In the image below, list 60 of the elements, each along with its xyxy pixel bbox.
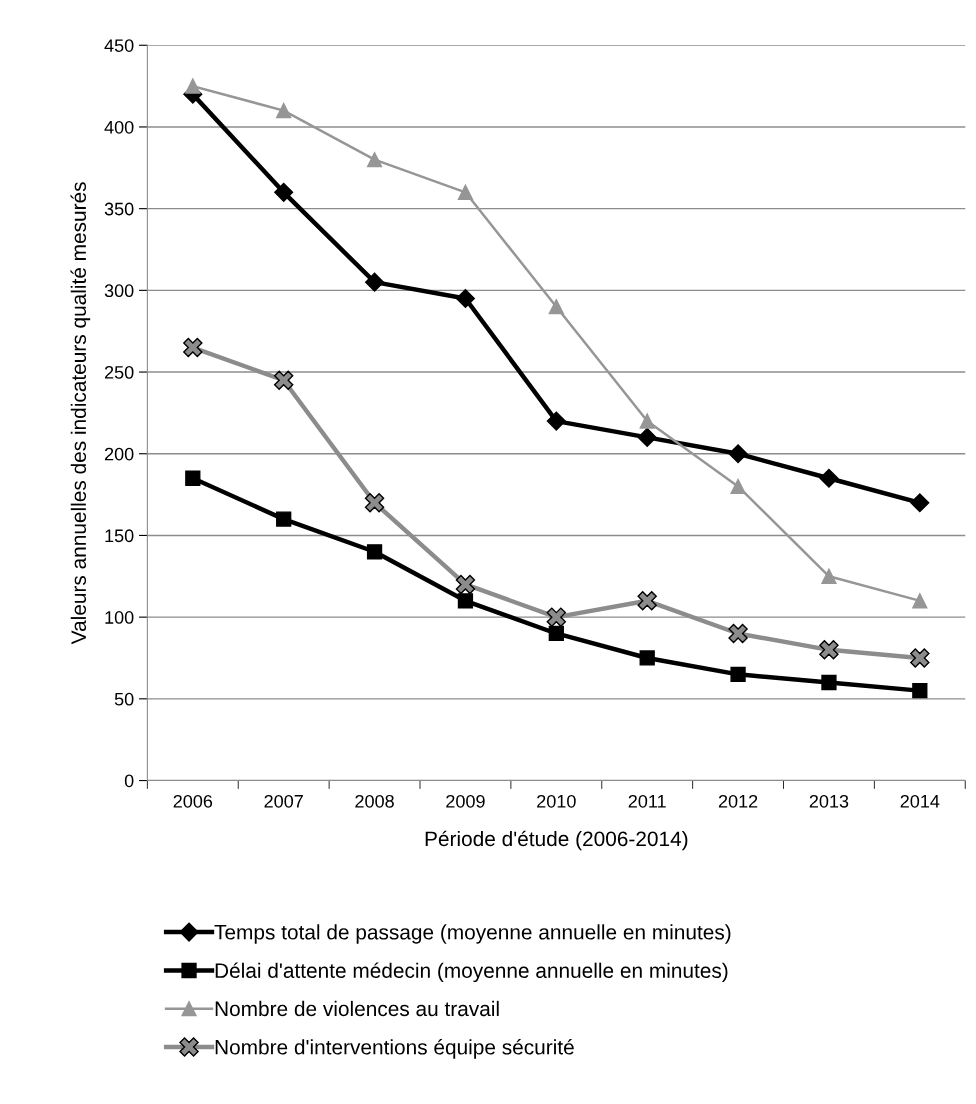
legend-label: Temps total de passage (moyenne annuelle en minutes)	[214, 924, 731, 944]
point	[546, 607, 567, 627]
x-tick-label: 2006	[173, 794, 213, 808]
point	[730, 666, 746, 682]
point	[366, 544, 383, 560]
y-tick-label: 450	[104, 39, 134, 52]
x-tick-label: 2008	[355, 794, 394, 808]
x-tick-label: 2007	[264, 794, 303, 808]
point	[273, 370, 294, 390]
point	[548, 299, 564, 315]
y-tick-label: 50	[114, 692, 134, 706]
point	[185, 78, 201, 94]
point	[546, 411, 566, 431]
legend-label: Délai d'attente médecin (moyenne annuelle en minutes)	[215, 962, 728, 983]
point	[548, 625, 564, 642]
point	[637, 427, 657, 447]
point	[639, 650, 655, 666]
point	[819, 640, 839, 660]
x-axis-title: Période d'étude (2006-2014)	[425, 830, 688, 851]
point	[730, 478, 746, 495]
y-tick-label: 200	[104, 447, 134, 461]
y-tick-label: 150	[105, 529, 134, 543]
point	[819, 468, 839, 488]
y-tick-label: 100	[105, 611, 134, 624]
point	[274, 182, 294, 202]
x-tick-label: 2010	[537, 794, 576, 808]
point	[912, 683, 928, 699]
x-tick-label: 2012	[718, 794, 758, 808]
y-tick-label: 400	[104, 120, 134, 134]
point	[728, 623, 748, 644]
point	[637, 591, 657, 611]
point	[276, 102, 292, 119]
y-tick-label: 300	[104, 284, 134, 298]
point	[910, 648, 930, 668]
point	[821, 568, 837, 584]
point	[276, 511, 292, 527]
x-tick-label: 2011	[628, 794, 666, 808]
point	[912, 593, 928, 609]
point	[728, 444, 748, 464]
point	[910, 493, 930, 513]
y-axis-title: Valeurs annuelles des indicateurs qualité mesurés	[70, 182, 91, 645]
point	[457, 593, 474, 609]
point	[366, 151, 383, 168]
legend-label: Nombre d'interventions équipe sécurité	[215, 1039, 574, 1059]
point	[457, 184, 474, 200]
x-tick-label: 2014	[900, 794, 940, 808]
y-tick-label: 350	[104, 202, 134, 216]
legend-label: Nombre de violences au travail	[215, 1000, 499, 1017]
point	[821, 674, 837, 691]
point	[364, 493, 385, 513]
y-tick-label: 250	[104, 365, 134, 379]
point	[185, 470, 201, 486]
x-tick-label: 2013	[809, 794, 849, 808]
point	[183, 337, 203, 358]
point	[455, 288, 475, 309]
point	[455, 574, 476, 595]
point	[639, 413, 655, 429]
x-tick-label: 2009	[446, 794, 485, 808]
point	[365, 272, 385, 292]
y-tick-label: 0	[124, 774, 134, 788]
